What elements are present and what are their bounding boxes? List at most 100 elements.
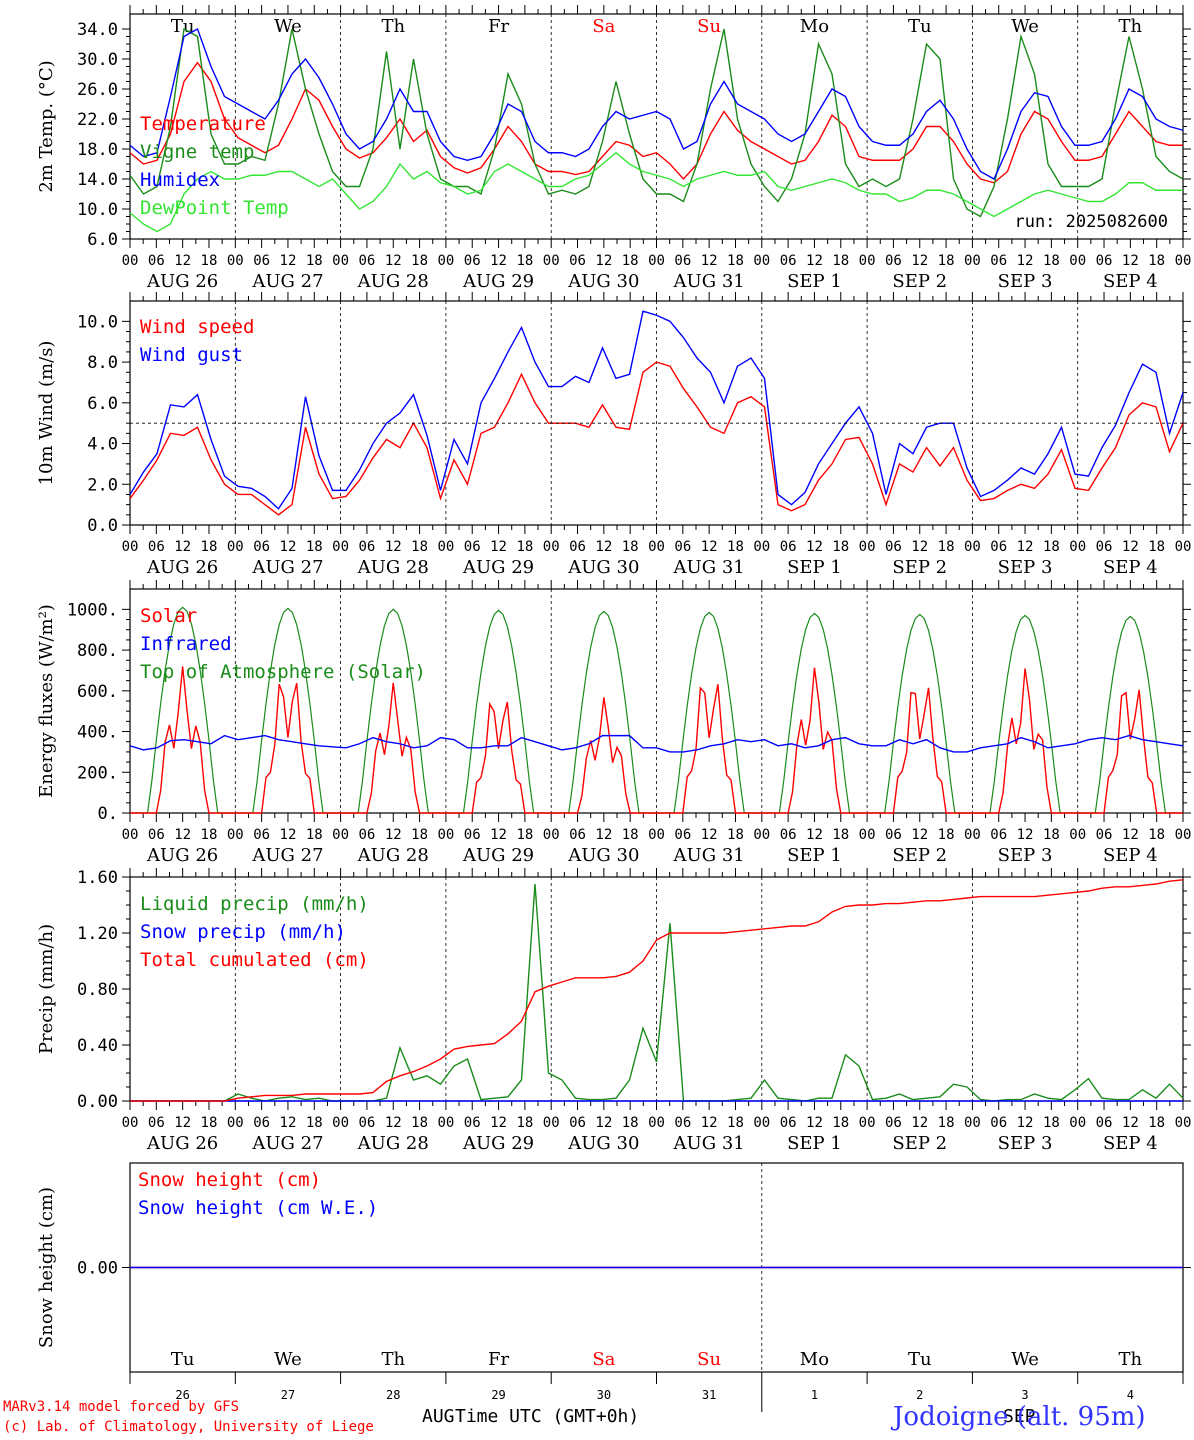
x-tick-label: 00 (437, 1115, 454, 1131)
y-tick-label: 0.80 (77, 980, 118, 1000)
x-tick-label: 00 (1069, 539, 1086, 555)
weekday-label-bottom: Fr (488, 1349, 509, 1370)
x-tick-label: 18 (201, 539, 218, 555)
day-label: AUG 26 (146, 845, 218, 866)
x-tick-label: 18 (1148, 539, 1165, 555)
x-tick-label: 00 (1175, 1115, 1192, 1131)
x-tick-label: 18 (411, 1115, 428, 1131)
weekday-label-bottom: We (274, 1349, 302, 1370)
x-tick-label: 12 (1122, 827, 1139, 843)
x-tick-label: 06 (674, 827, 691, 843)
x-tick-label: 00 (227, 539, 244, 555)
y-tick-label: 18.0 (77, 140, 118, 160)
x-tick-label: 12 (385, 827, 402, 843)
y-tick-label: 10.0 (77, 200, 118, 220)
x-tick-label: 18 (201, 253, 218, 269)
x-tick-label: 18 (516, 827, 533, 843)
legend-entry: Vigne temp (140, 141, 254, 163)
x-tick-label: 12 (174, 827, 191, 843)
x-tick-label: 06 (1096, 253, 1113, 269)
y-tick-label: 0.0 (87, 516, 118, 536)
x-tick-label: 12 (174, 1115, 191, 1131)
x-tick-label: 18 (1043, 539, 1060, 555)
x-tick-label: 18 (201, 827, 218, 843)
day-label: SEP 4 (1103, 557, 1158, 578)
y-tick-label: 0.00 (77, 1092, 118, 1112)
day-label: AUG 29 (462, 845, 534, 866)
x-tick-label: 06 (148, 539, 165, 555)
y-tick-label: 34.0 (77, 20, 118, 40)
day-label: AUG 30 (567, 1133, 639, 1154)
x-tick-label: 00 (964, 539, 981, 555)
y-axis-title: Snow height (cm) (36, 1187, 57, 1348)
x-tick-label: 06 (464, 539, 481, 555)
x-tick-label: 12 (385, 539, 402, 555)
x-tick-label: 18 (832, 253, 849, 269)
y-tick-label: 0.40 (77, 1036, 118, 1056)
x-tick-label: 12 (911, 827, 928, 843)
x-tick-label: 06 (674, 1115, 691, 1131)
x-tick-label: 12 (490, 827, 507, 843)
day-number-label: 3 (1021, 1388, 1028, 1402)
weekday-label-bottom: Tu (171, 1349, 195, 1370)
model-credit: MARv3.14 model forced by GFS (3, 1399, 240, 1415)
x-tick-label: 06 (674, 253, 691, 269)
x-tick-label: 06 (358, 827, 375, 843)
x-tick-label: 00 (437, 539, 454, 555)
x-tick-label: 00 (648, 253, 665, 269)
day-label: SEP 1 (787, 1133, 842, 1154)
day-label: SEP 2 (892, 1133, 947, 1154)
day-label: SEP 3 (998, 557, 1053, 578)
day-label: SEP 4 (1103, 845, 1158, 866)
day-label: AUG 27 (251, 845, 323, 866)
x-tick-label: 12 (280, 253, 297, 269)
day-number-label: 1 (811, 1388, 818, 1402)
x-tick-label: 06 (253, 827, 270, 843)
x-tick-label: 00 (648, 539, 665, 555)
day-number-label: 27 (281, 1388, 295, 1402)
day-label: SEP 2 (892, 271, 947, 292)
day-label: SEP 1 (787, 845, 842, 866)
x-tick-label: 12 (490, 539, 507, 555)
x-tick-label: 00 (859, 827, 876, 843)
x-tick-label: 18 (411, 827, 428, 843)
series-line-solar (130, 666, 1183, 814)
day-label: AUG 29 (462, 271, 534, 292)
x-tick-label: 12 (385, 253, 402, 269)
day-label: AUG 26 (146, 1133, 218, 1154)
x-tick-label: 06 (780, 253, 797, 269)
x-tick-label: 12 (174, 253, 191, 269)
run-label: run: 2025082600 (1014, 212, 1168, 232)
y-tick-label: 1.60 (77, 868, 118, 888)
x-tick-label: 18 (832, 539, 849, 555)
x-tick-label: 00 (332, 827, 349, 843)
day-label: AUG 31 (673, 845, 745, 866)
x-tick-label: 00 (122, 253, 139, 269)
x-tick-label: 06 (569, 253, 586, 269)
x-tick-label: 06 (569, 827, 586, 843)
y-tick-label: 2.0 (87, 475, 118, 495)
x-tick-label: 06 (253, 1115, 270, 1131)
x-tick-label: 18 (1148, 1115, 1165, 1131)
x-tick-label: 06 (358, 1115, 375, 1131)
legend-entry: Snow height (cm) (138, 1169, 321, 1191)
x-tick-label: 12 (280, 539, 297, 555)
x-tick-label: 12 (806, 539, 823, 555)
x-tick-label: 00 (332, 253, 349, 269)
x-tick-label: 00 (859, 539, 876, 555)
x-tick-label: 12 (806, 827, 823, 843)
day-label: SEP 3 (998, 1133, 1053, 1154)
x-tick-label: 00 (227, 827, 244, 843)
day-label: AUG 31 (673, 271, 745, 292)
x-tick-label: 00 (1175, 253, 1192, 269)
x-tick-label: 18 (516, 539, 533, 555)
x-tick-label: 18 (516, 1115, 533, 1131)
x-tick-label: 18 (622, 253, 639, 269)
x-tick-label: 06 (990, 539, 1007, 555)
x-tick-label: 12 (595, 253, 612, 269)
x-tick-label: 06 (885, 253, 902, 269)
day-label: SEP 1 (787, 557, 842, 578)
y-tick-label: 6.0 (87, 394, 118, 414)
day-label: AUG 28 (357, 271, 429, 292)
